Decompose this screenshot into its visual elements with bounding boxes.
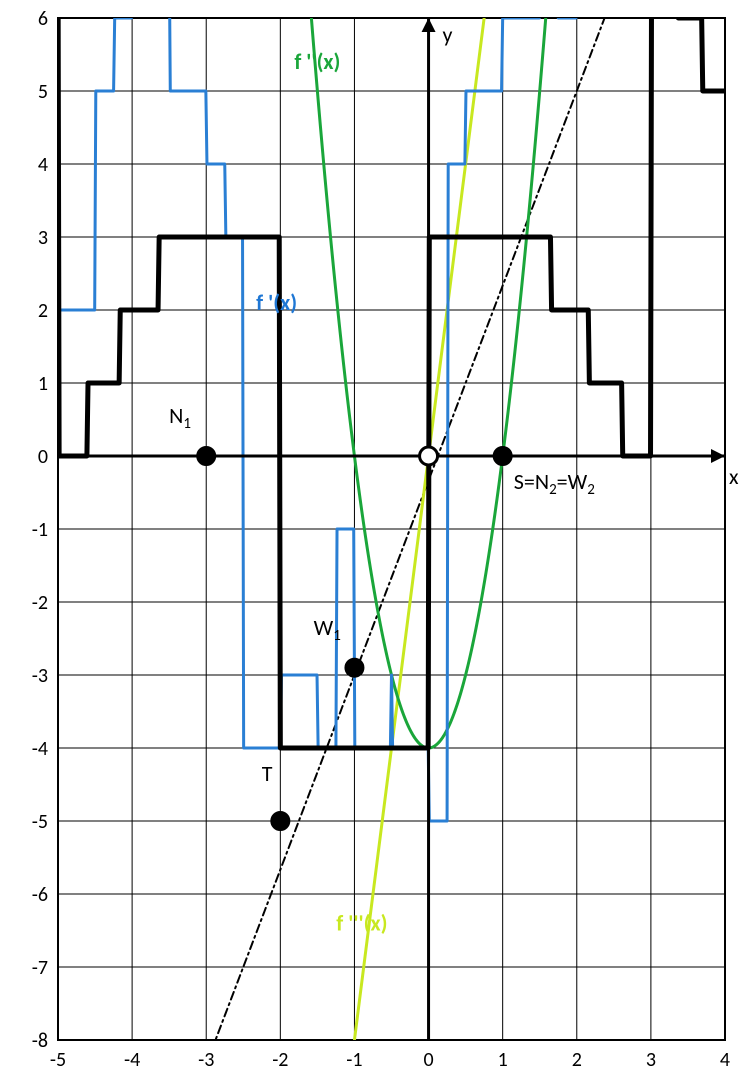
x-tick-label: -1: [346, 1048, 362, 1072]
y-tick-label: -2: [32, 591, 48, 615]
y-tick-label: 0: [38, 445, 48, 469]
y-tick-label: -4: [32, 737, 48, 761]
x-tick-label: -4: [124, 1048, 140, 1072]
curve-label-fp: f '(x): [256, 289, 297, 316]
y-tick-label: 1: [38, 372, 48, 396]
point-label-T: T: [262, 760, 273, 787]
y-tick-label: -7: [32, 956, 48, 980]
y-tick-label: -3: [32, 664, 48, 688]
curve-label-fpp: f ''(x): [294, 48, 340, 75]
x-tick-label: -2: [272, 1048, 288, 1072]
y-tick-label: -1: [32, 518, 48, 542]
curve-label-fppp: f '''(x): [336, 910, 387, 937]
x-tick-label: 0: [423, 1048, 433, 1072]
y-tick-label: -8: [32, 1029, 48, 1053]
y-tick-label: 2: [38, 299, 48, 323]
x-tick-label: 1: [498, 1048, 508, 1072]
point-S: [494, 447, 512, 465]
chart-container: y x -5 -4 -3 -2 -1 0 1 2 3 4 -8 -7 -6 -5 -4 -3 -2 -1 0 1 2 3 4 5 6…: [0, 0, 743, 1080]
y-tick-label: -6: [32, 883, 48, 907]
y-tick-label: 6: [38, 7, 48, 31]
point-T: [271, 812, 289, 830]
y-tick-label: 3: [38, 226, 48, 250]
point-W1: [345, 659, 363, 677]
x-tick-label: -5: [50, 1048, 66, 1072]
chart-svg: y x -5 -4 -3 -2 -1 0 1 2 3 4 -8 -7 -6 -5 -4 -3 -2 -1 0 1 2 3 4 5 6…: [0, 0, 743, 1080]
point-O: [420, 447, 438, 465]
x-tick-label: 2: [572, 1048, 582, 1072]
x-axis-label: x: [729, 463, 739, 490]
y-tick-label: -5: [32, 810, 48, 834]
x-tick-label: -3: [198, 1048, 214, 1072]
y-axis-label: y: [443, 21, 453, 48]
y-tick-label: 5: [38, 80, 48, 104]
y-tick-label: 4: [38, 153, 48, 177]
point-N1: [197, 447, 215, 465]
x-tick-label: 3: [646, 1048, 656, 1072]
x-tick-label: 4: [720, 1048, 730, 1072]
